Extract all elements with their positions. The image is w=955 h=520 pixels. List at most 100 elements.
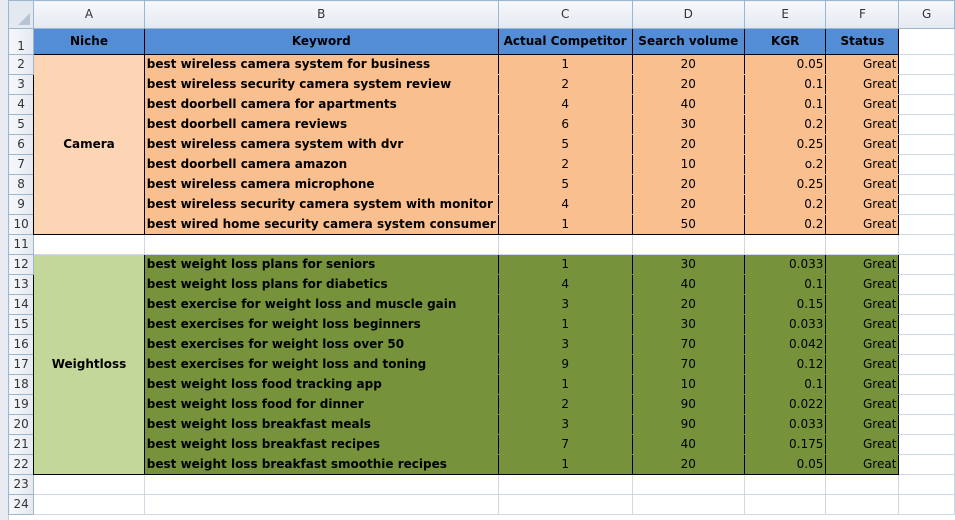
keyword-cell[interactable]: best weight loss plans for diabetics xyxy=(143,274,499,295)
competitor-cell[interactable]: 4 xyxy=(497,94,633,115)
status-cell[interactable]: Great xyxy=(825,334,900,355)
status-cell[interactable]: Great xyxy=(825,174,900,195)
cell[interactable] xyxy=(143,474,499,495)
header-cell[interactable]: Actual Competitor xyxy=(497,28,633,55)
status-cell[interactable]: Great xyxy=(825,314,900,335)
cell[interactable] xyxy=(898,494,955,515)
kgr-cell[interactable]: 0.05 xyxy=(744,454,827,475)
cell[interactable] xyxy=(898,154,955,175)
keyword-cell[interactable]: best wired home security camera system c… xyxy=(143,214,499,235)
kgr-cell[interactable]: 0.1 xyxy=(744,74,827,95)
kgr-cell[interactable]: 0.033 xyxy=(744,414,827,435)
column-header-e[interactable]: E xyxy=(744,0,827,29)
cell[interactable] xyxy=(898,394,955,415)
status-cell[interactable]: Great xyxy=(825,214,900,235)
kgr-cell[interactable]: 0.1 xyxy=(744,374,827,395)
search-volume-cell[interactable]: 20 xyxy=(631,54,746,75)
cell[interactable] xyxy=(744,494,827,515)
search-volume-cell[interactable]: 20 xyxy=(631,174,746,195)
cell[interactable] xyxy=(898,234,955,255)
keyword-cell[interactable]: best doorbell camera for apartments xyxy=(143,94,499,115)
cell[interactable] xyxy=(497,474,633,495)
cell[interactable] xyxy=(898,254,955,275)
row-header[interactable]: 15 xyxy=(7,314,35,335)
row-header[interactable]: 18 xyxy=(7,374,35,395)
kgr-cell[interactable]: o.2 xyxy=(744,154,827,175)
search-volume-cell[interactable]: 10 xyxy=(631,374,746,395)
row-header[interactable]: 6 xyxy=(7,134,35,155)
cell[interactable] xyxy=(33,494,145,515)
cell[interactable] xyxy=(898,94,955,115)
competitor-cell[interactable]: 5 xyxy=(497,174,633,195)
row-header[interactable]: 10 xyxy=(7,214,35,235)
cell[interactable] xyxy=(898,194,955,215)
header-cell[interactable]: Keyword xyxy=(143,28,499,55)
cell[interactable] xyxy=(898,434,955,455)
cell[interactable] xyxy=(497,234,633,255)
competitor-cell[interactable]: 4 xyxy=(497,194,633,215)
row-header[interactable]: 8 xyxy=(7,174,35,195)
competitor-cell[interactable]: 3 xyxy=(497,414,633,435)
search-volume-cell[interactable]: 30 xyxy=(631,254,746,275)
search-volume-cell[interactable]: 70 xyxy=(631,334,746,355)
keyword-cell[interactable]: best weight loss food for dinner xyxy=(143,394,499,415)
keyword-cell[interactable]: best weight loss breakfast smoothie reci… xyxy=(143,454,499,475)
niche-cell[interactable]: Camera xyxy=(33,54,145,235)
cell[interactable] xyxy=(898,294,955,315)
cell[interactable] xyxy=(898,414,955,435)
kgr-cell[interactable]: 0.175 xyxy=(744,434,827,455)
kgr-cell[interactable]: 0.2 xyxy=(744,214,827,235)
cell[interactable] xyxy=(898,474,955,495)
cell[interactable] xyxy=(898,174,955,195)
competitor-cell[interactable]: 5 xyxy=(497,134,633,155)
cell[interactable] xyxy=(898,334,955,355)
row-header[interactable]: 19 xyxy=(7,394,35,415)
cell[interactable] xyxy=(143,494,499,515)
search-volume-cell[interactable]: 90 xyxy=(631,394,746,415)
cell[interactable] xyxy=(898,274,955,295)
status-cell[interactable]: Great xyxy=(825,354,900,375)
keyword-cell[interactable]: best wireless security camera system rev… xyxy=(143,74,499,95)
search-volume-cell[interactable]: 40 xyxy=(631,274,746,295)
search-volume-cell[interactable]: 20 xyxy=(631,294,746,315)
keyword-cell[interactable]: best weight loss breakfast recipes xyxy=(143,434,499,455)
column-header-a[interactable]: A xyxy=(33,0,145,29)
row-header[interactable]: 21 xyxy=(7,434,35,455)
competitor-cell[interactable]: 2 xyxy=(497,74,633,95)
column-header-d[interactable]: D xyxy=(631,0,746,29)
competitor-cell[interactable]: 9 xyxy=(497,354,633,375)
status-cell[interactable]: Great xyxy=(825,154,900,175)
cell[interactable] xyxy=(898,134,955,155)
row-header[interactable]: 17 xyxy=(7,354,35,375)
competitor-cell[interactable]: 6 xyxy=(497,114,633,135)
competitor-cell[interactable]: 1 xyxy=(497,374,633,395)
header-cell[interactable]: Status xyxy=(825,28,900,55)
header-cell[interactable]: KGR xyxy=(744,28,827,55)
cell[interactable] xyxy=(825,494,900,515)
cell[interactable] xyxy=(898,74,955,95)
status-cell[interactable]: Great xyxy=(825,414,900,435)
competitor-cell[interactable]: 1 xyxy=(497,454,633,475)
search-volume-cell[interactable]: 40 xyxy=(631,94,746,115)
search-volume-cell[interactable]: 20 xyxy=(631,194,746,215)
search-volume-cell[interactable]: 90 xyxy=(631,414,746,435)
status-cell[interactable]: Great xyxy=(825,114,900,135)
status-cell[interactable]: Great xyxy=(825,74,900,95)
status-cell[interactable]: Great xyxy=(825,434,900,455)
cell[interactable] xyxy=(825,474,900,495)
competitor-cell[interactable]: 3 xyxy=(497,334,633,355)
search-volume-cell[interactable]: 20 xyxy=(631,74,746,95)
competitor-cell[interactable]: 4 xyxy=(497,274,633,295)
keyword-cell[interactable]: best wireless security camera system wit… xyxy=(143,194,499,215)
status-cell[interactable]: Great xyxy=(825,374,900,395)
spreadsheet-grid[interactable]: A B C D E F G 1 Niche Keyword Actual Competitor Sea… xyxy=(7,0,955,515)
row-header[interactable]: 2 xyxy=(7,54,35,75)
status-cell[interactable]: Great xyxy=(825,54,900,75)
cell[interactable] xyxy=(898,314,955,335)
cell[interactable] xyxy=(631,234,746,255)
competitor-cell[interactable]: 3 xyxy=(497,294,633,315)
header-cell[interactable]: Search volume xyxy=(631,28,746,55)
keyword-cell[interactable]: best weight loss plans for seniors xyxy=(143,254,499,275)
cell[interactable] xyxy=(631,474,746,495)
search-volume-cell[interactable]: 30 xyxy=(631,314,746,335)
